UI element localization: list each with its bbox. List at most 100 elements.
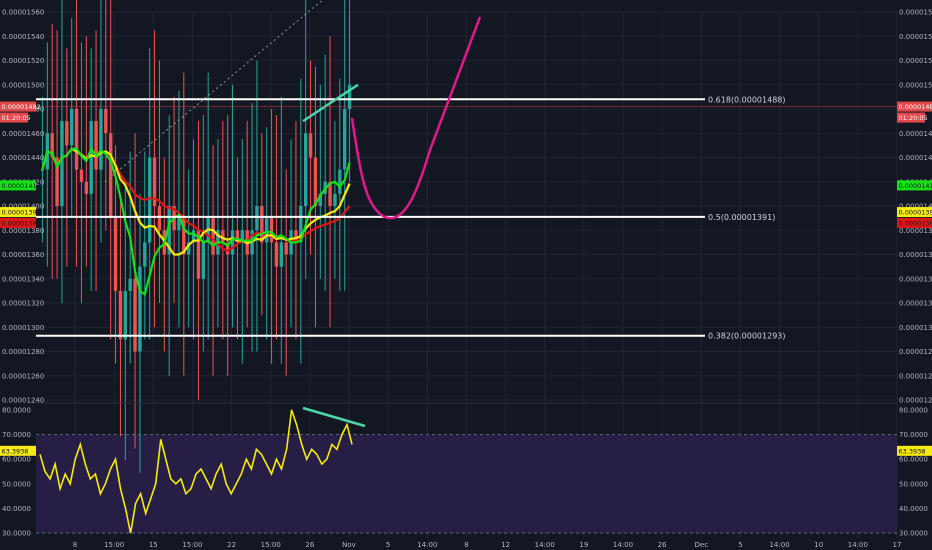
rsi-tick-left: 30.0000 xyxy=(2,530,31,538)
time-tick: 5 xyxy=(738,541,742,549)
price-tick-left: 0.00001520 xyxy=(2,57,44,65)
candle-body[interactable] xyxy=(40,169,45,171)
ma-yellow-badge-right-bg xyxy=(897,207,932,218)
candle-body[interactable] xyxy=(99,109,103,170)
price-tick-left: 0.00001380 xyxy=(2,227,44,235)
price-tick-left: 0.00001400 xyxy=(2,203,44,211)
candle-body[interactable] xyxy=(260,206,264,243)
candle-body[interactable] xyxy=(269,218,274,243)
price-tick-left: 0.00001320 xyxy=(2,300,44,308)
candle-body[interactable] xyxy=(147,157,152,243)
time-tick: 17 xyxy=(893,541,902,549)
candle-body[interactable] xyxy=(50,133,54,158)
rsi-tick-left: 80.0000 xyxy=(2,406,31,414)
candle-body[interactable] xyxy=(69,109,74,146)
candle-body[interactable] xyxy=(240,230,245,243)
price-tick-right: 0.00001500 xyxy=(899,81,932,89)
ma-red-badge-left-bg xyxy=(0,217,36,228)
candle-body[interactable] xyxy=(113,218,118,291)
fib-levels[interactable]: 0.618(0.00001488) 0.5(0.00001391) 0.382(0.… xyxy=(36,95,786,341)
ma-red-badge-right: 0.00001386 xyxy=(899,219,932,227)
candle-body[interactable] xyxy=(74,109,79,170)
candle-body[interactable] xyxy=(167,206,171,255)
candle-body[interactable] xyxy=(65,121,69,146)
countdown-badge-right: 01:20:05 xyxy=(899,114,928,122)
candle-body[interactable] xyxy=(157,206,162,231)
candle-body[interactable] xyxy=(225,242,230,255)
time-tick: 14:00 xyxy=(535,541,555,549)
candle-body[interactable] xyxy=(318,193,323,206)
ma-green-badge-right-bg xyxy=(897,180,932,191)
candle-body[interactable] xyxy=(196,230,201,279)
price-badges: 0.00001482 0.00001482 01:20:05 01:20:05 0.00… xyxy=(0,101,932,456)
candle-body[interactable] xyxy=(294,230,298,243)
candle-body[interactable] xyxy=(152,157,157,207)
rsi-tick-left: 60.0000 xyxy=(2,456,31,464)
candle-body[interactable] xyxy=(79,169,84,182)
candle-body[interactable] xyxy=(182,218,186,255)
drawings[interactable] xyxy=(104,0,482,428)
candle-body[interactable] xyxy=(274,242,279,267)
candle-body[interactable] xyxy=(128,278,132,291)
candle-body[interactable] xyxy=(338,169,342,194)
candle-body[interactable] xyxy=(279,242,284,267)
candle-body[interactable] xyxy=(138,266,142,352)
candle-body[interactable] xyxy=(313,157,318,207)
rsi-tick-left: 50.0000 xyxy=(2,480,31,488)
candle-body[interactable] xyxy=(230,230,235,255)
time-tick: 15:00 xyxy=(182,541,202,549)
rsi-divergence-line[interactable] xyxy=(302,406,366,428)
candle-body[interactable] xyxy=(299,206,303,243)
candle-body[interactable] xyxy=(143,242,147,267)
price-tick-right: 0.00001540 xyxy=(899,33,932,41)
candle-body[interactable] xyxy=(84,181,89,194)
ma-yellow-badge-left-bg xyxy=(0,207,36,218)
candle-body[interactable] xyxy=(177,218,181,231)
time-tick: 14:00 xyxy=(417,541,437,549)
candle-body[interactable] xyxy=(328,181,332,206)
rsi-tick-right: 50.0000 xyxy=(899,480,928,488)
candle-body[interactable] xyxy=(303,133,308,206)
price-divergence-line[interactable] xyxy=(302,83,359,123)
candle-body[interactable] xyxy=(94,121,98,170)
candle-body[interactable] xyxy=(118,290,123,340)
candle-body[interactable] xyxy=(211,218,215,255)
candle-body[interactable] xyxy=(235,230,240,243)
candle-body[interactable] xyxy=(186,242,191,255)
candle-body[interactable] xyxy=(108,133,113,219)
candle-body[interactable] xyxy=(60,121,64,206)
candle-body[interactable] xyxy=(333,193,337,206)
fib-level-label: 0.618(0.00001488) xyxy=(708,95,786,104)
ma-green-badge-left: 0.00001417 xyxy=(2,182,41,190)
price-tick-left: 0.00001340 xyxy=(2,275,44,283)
countdown-badge-left-bg xyxy=(0,112,28,123)
dashed-trendline[interactable] xyxy=(104,0,330,183)
candle-body[interactable] xyxy=(89,121,93,194)
candle-body[interactable] xyxy=(308,133,313,158)
candle-body[interactable] xyxy=(55,157,59,207)
time-tick: 26 xyxy=(658,541,667,549)
rsi-indicator xyxy=(39,409,353,534)
candle-body[interactable] xyxy=(342,109,347,170)
price-tick-left: 0.00001560 xyxy=(2,9,44,17)
projection-path[interactable] xyxy=(350,16,482,220)
candle-body[interactable] xyxy=(201,242,206,279)
rsi-value-badge-right-bg xyxy=(897,445,932,456)
candle-body[interactable] xyxy=(255,206,259,231)
time-tick: 14:00 xyxy=(613,541,633,549)
current-price-badge-left-bg xyxy=(0,101,36,112)
candle-body[interactable] xyxy=(133,278,137,352)
ma-green-badge-right: 0.00001417 xyxy=(899,182,932,190)
candle-body[interactable] xyxy=(284,242,288,255)
rsi-line xyxy=(39,409,353,534)
current-price-badge-right: 0.00001482 xyxy=(899,103,932,111)
candlesticks[interactable] xyxy=(40,0,352,473)
candle-body[interactable] xyxy=(191,230,196,243)
candle-body[interactable] xyxy=(104,109,108,134)
candle-body[interactable] xyxy=(221,230,225,243)
rsi-value-badge-left: 63.3938 xyxy=(2,447,29,455)
candle-body[interactable] xyxy=(264,218,269,243)
candle-body[interactable] xyxy=(123,290,128,340)
candle-body[interactable] xyxy=(347,84,352,109)
